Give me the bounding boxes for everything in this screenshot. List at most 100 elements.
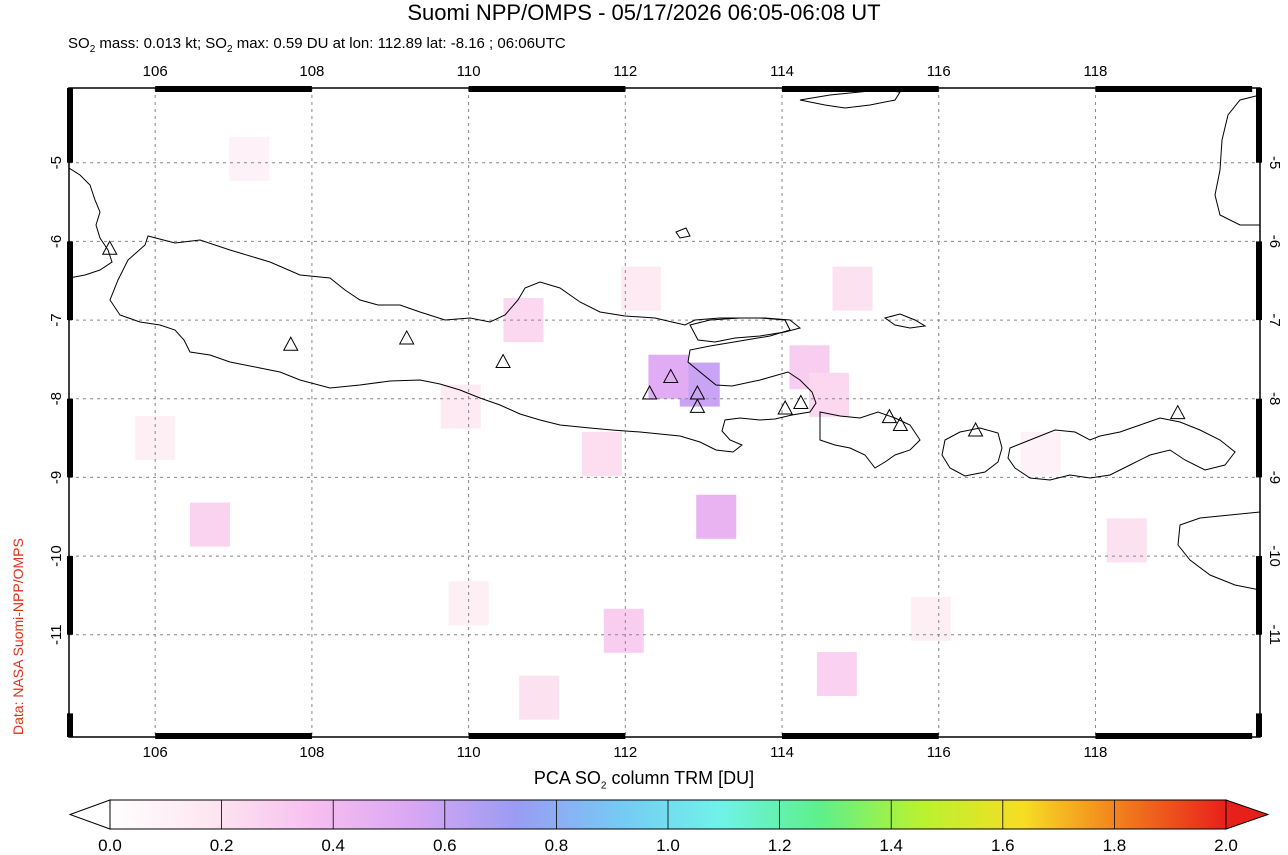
sumbawa-coastline xyxy=(1007,417,1236,481)
coastlines xyxy=(69,89,1260,591)
border-bar-bottom xyxy=(155,733,312,739)
colorbar-tick-label: 1.8 xyxy=(1103,836,1127,855)
lat-tick-label-left: -5 xyxy=(48,156,65,169)
colorbar-tick-label: 1.2 xyxy=(768,836,792,855)
colorbar: 0.0 0.2 0.4 0.6 0.8 1.0 1.2 1.4 1.6 1.8 2.0 xyxy=(68,799,1270,855)
border-bar-left xyxy=(67,88,73,163)
border-bar-left xyxy=(67,713,73,737)
colorbar-label: PCA SO2 column TRM [DU] xyxy=(0,767,1288,798)
lon-tick-label-top: 118 xyxy=(1083,63,1107,80)
lat-tick-label-left: -11 xyxy=(48,624,65,645)
lat-tick-label-right: -10 xyxy=(1266,545,1283,567)
so2-cell xyxy=(620,266,661,311)
so2-cell xyxy=(1020,431,1061,476)
lat-tick-label-right: -7 xyxy=(1266,313,1283,326)
lat-tick-label-right: -6 xyxy=(1266,235,1283,248)
border-bar-left xyxy=(67,398,73,478)
lon-tick-label-bottom: 118 xyxy=(1083,744,1107,761)
graticule xyxy=(69,88,1260,737)
so2-cell xyxy=(581,431,622,476)
madura-coastline xyxy=(689,317,802,343)
so2-cell xyxy=(190,502,231,547)
border-bar-bottom xyxy=(468,733,626,739)
so2-cell xyxy=(648,354,689,399)
border-bar-left xyxy=(67,556,73,635)
so2-cell xyxy=(503,298,544,343)
volcano-markers xyxy=(101,240,1186,437)
lon-tick-label-bottom: 108 xyxy=(299,744,324,761)
bali-coastline xyxy=(819,411,921,469)
volcano-triangle-icon xyxy=(282,336,299,351)
border-bar-top xyxy=(155,86,312,92)
colorbar-max-arrow xyxy=(1225,799,1270,830)
volcano-triangle-icon xyxy=(881,408,898,424)
border-bar-right xyxy=(1256,713,1262,737)
subtitle-mass-sub: 2 xyxy=(89,44,96,55)
sumatra-coastline xyxy=(69,167,113,279)
so2-cell xyxy=(832,266,873,311)
volcano-triangle-icon xyxy=(967,421,984,437)
border-bar-right xyxy=(1256,241,1262,321)
kalimantan-coastline xyxy=(799,89,901,109)
lat-tick-label-right: -9 xyxy=(1266,471,1283,484)
subtitle-mass-text: mass: 0.013 kt; SO xyxy=(95,35,227,52)
lat-tick-label-right: -8 xyxy=(1266,392,1283,405)
lon-tick-label-top: 106 xyxy=(143,63,168,80)
colorbar-tick-label: 0.6 xyxy=(433,836,457,855)
lon-tick-label-bottom: 106 xyxy=(143,744,168,761)
volcano-triangle-icon xyxy=(398,329,415,345)
axis-ticks: 106 106 108 108 110 110 112 112 114 114 116 116 118 1… xyxy=(48,63,1283,761)
subtitle-max-text: max: 0.59 DU at lon: 112.89 lat: -8.16 ;… xyxy=(232,35,566,52)
so2-cell xyxy=(696,494,737,539)
sulawesi-coastline xyxy=(1214,94,1260,226)
lon-tick-label-top: 112 xyxy=(613,63,637,80)
volcano-triangle-icon xyxy=(892,416,909,431)
so2-cell xyxy=(440,384,481,429)
lat-tick-label-right: -11 xyxy=(1266,624,1283,645)
border-bar-right xyxy=(1256,88,1262,163)
lat-tick-label-left: -7 xyxy=(48,313,65,326)
lat-tick-label-left: -8 xyxy=(48,392,65,405)
colorbar-label-prefix: PCA SO xyxy=(533,768,601,788)
so2-cell xyxy=(448,581,489,626)
kangean-coastline xyxy=(883,313,927,329)
so2-cell xyxy=(519,675,560,720)
so2-cell xyxy=(816,652,857,697)
volcano-triangle-icon xyxy=(662,368,679,383)
border-bar-bottom xyxy=(782,733,939,739)
colorbar-label-sub: 2 xyxy=(600,780,607,792)
border-bar-bottom xyxy=(1095,733,1253,739)
volcano-triangle-icon xyxy=(689,398,706,413)
subtitle-mass-prefix: SO xyxy=(68,35,90,52)
so2-layer xyxy=(135,136,1147,720)
volcano-triangle-icon xyxy=(495,353,511,369)
chart-title: Suomi NPP/OMPS - 05/17/2026 06:05-06:08 … xyxy=(407,0,881,25)
volcano-triangle-icon xyxy=(101,240,118,255)
bawean-coastline xyxy=(675,227,691,239)
subtitle-max-sub: 2 xyxy=(226,44,233,55)
chart-subtitle: SO2 mass: 0.013 kt; SO2 max: 0.59 DU at … xyxy=(68,35,566,59)
lon-tick-label-bottom: 114 xyxy=(770,744,794,761)
colorbar-tick-label: 0.8 xyxy=(545,836,569,855)
so2-cell xyxy=(229,136,270,181)
lon-tick-label-top: 116 xyxy=(927,63,951,80)
volcano-triangle-icon xyxy=(641,384,658,400)
border-bar-top xyxy=(468,86,626,92)
so2-cell xyxy=(809,372,850,417)
so2-cell xyxy=(603,608,644,653)
border-bar-right xyxy=(1256,556,1262,635)
java-coastline xyxy=(109,235,817,453)
colorbar-tick-label: 0.4 xyxy=(321,836,345,855)
border-bar-left xyxy=(67,241,73,321)
colorbar-tick-label: 0.2 xyxy=(210,836,234,855)
lat-tick-label-left: -6 xyxy=(48,235,65,248)
colorbar-min-arrow xyxy=(68,799,111,830)
colorbar-tick-label: 2.0 xyxy=(1214,836,1238,855)
lon-tick-label-bottom: 116 xyxy=(927,744,951,761)
lon-tick-label-bottom: 110 xyxy=(457,744,481,761)
colorbar-tick-label: 1.0 xyxy=(656,836,680,855)
colorbar-tick-label: 0.0 xyxy=(98,836,122,855)
map-border-bars xyxy=(67,86,1262,739)
sumba-coastline xyxy=(1177,511,1260,591)
